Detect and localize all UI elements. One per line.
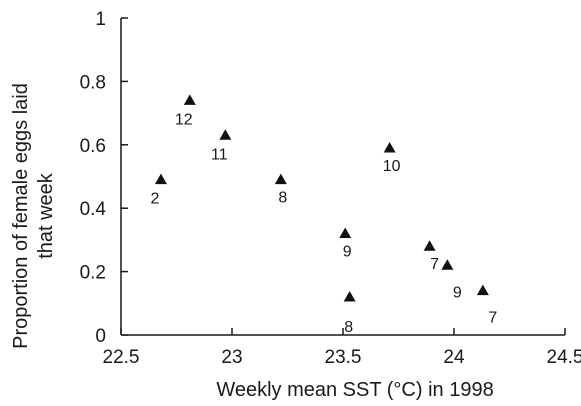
y-axis-title-line-1: Proportion of female eggs laid (10, 83, 32, 349)
axes: 22.5 23 23.5 24 24.5 0 0.2 0.4 0.6 0.8 1 (80, 9, 581, 368)
data-point-label: 11 (211, 146, 228, 163)
y-tick-label: 0.4 (80, 199, 107, 220)
data-point-marker (274, 173, 287, 185)
y-axis-title-line-2: that week (35, 172, 57, 259)
y-tick-label: 0.8 (80, 72, 106, 93)
data-point-label: 7 (488, 310, 497, 327)
y-tick-label: 1 (95, 9, 106, 30)
x-tick-label: 22.5 (103, 347, 140, 368)
data-point-label: 7 (430, 256, 439, 273)
x-tick-label: 23 (221, 347, 242, 368)
data-point-label: 9 (343, 244, 352, 261)
x-axis-title: Weekly mean SST (°C) in 1998 (216, 379, 493, 401)
data-point-marker (154, 173, 167, 185)
x-tick-label: 23.5 (325, 347, 362, 368)
y-tick-label: 0.6 (80, 136, 106, 157)
y-axis-title: Proportion of female eggs laid that week (10, 83, 57, 349)
data-point-marker (219, 129, 232, 140)
data-point-marker (441, 259, 454, 270)
data-point-marker (343, 290, 356, 302)
y-tick-label: 0 (95, 326, 106, 347)
data-point-label: 8 (344, 319, 353, 336)
y-tick-label: 0.2 (80, 263, 106, 284)
data-point-label: 12 (175, 111, 193, 128)
x-tick-label: 24 (443, 347, 465, 368)
data-point-marker (423, 240, 436, 251)
data-point-marker (383, 141, 396, 153)
data-point-label: 9 (453, 284, 462, 301)
data-point-label: 2 (151, 191, 160, 208)
data-point-marker (476, 284, 489, 296)
data-point-label: 8 (278, 190, 287, 207)
x-tick-label: 24.5 (547, 347, 581, 368)
data-point-marker (339, 227, 352, 239)
data-point-label: 10 (383, 158, 401, 175)
data-point-marker (183, 94, 196, 105)
